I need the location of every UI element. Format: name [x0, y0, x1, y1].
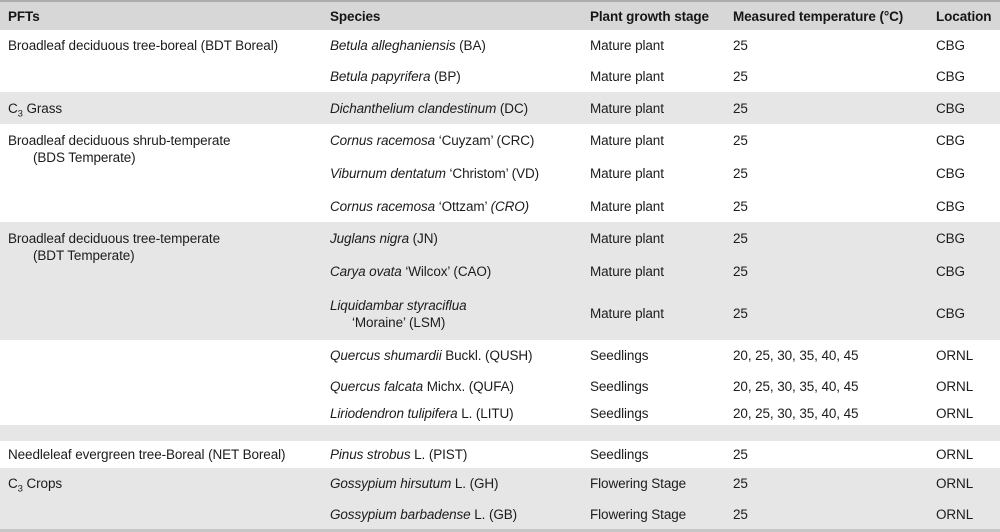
temperature-cell: 25	[733, 166, 748, 181]
species-cell: Carya ovata ‘Wilcox’ (CAO)	[330, 263, 492, 279]
temperature-cell: 20, 25, 30, 35, 40, 45	[733, 348, 859, 363]
table-row-jn: Broadleaf deciduous tree-temperate (BDT T…	[0, 222, 1000, 263]
table-row-litu: Liriodendron tulipifera L. (LITU) Seedli…	[0, 402, 1000, 425]
table-header-row: PFTs Species Plant growth stage Measured…	[0, 2, 1000, 30]
table-row-vd: Viburnum dentatum ‘Christom’ (VD) Mature…	[0, 157, 1000, 190]
species-cell: Gossypium hirsutum L. (GH)	[330, 476, 499, 491]
table-row-lsm: Liquidambar styraciflua ‘Moraine’ (LSM) M…	[0, 287, 1000, 340]
location-cell: CBG	[936, 38, 965, 53]
stage-cell: Mature plant	[590, 306, 664, 321]
table-row-ba: Broadleaf deciduous tree-boreal (BDT Bor…	[0, 30, 1000, 61]
table-row-qufa: Quercus falcata Michx. (QUFA) Seedlings …	[0, 371, 1000, 402]
stage-cell: Flowering Stage	[590, 476, 687, 491]
temperature-cell: 25	[733, 506, 748, 522]
col-header-temperature: Measured temperature (°C)	[733, 8, 904, 24]
stage-cell: Mature plant	[590, 166, 664, 181]
table-row-cao: Carya ovata ‘Wilcox’ (CAO) Mature plant …	[0, 255, 1000, 287]
col-header-species: Species	[330, 8, 381, 24]
species-cell: Cornus racemosa ‘Cuyzam’ (CRC)	[330, 133, 535, 148]
temperature-cell: 25	[733, 133, 748, 148]
temperature-cell: 25	[733, 447, 748, 462]
stage-cell: Mature plant	[590, 231, 664, 246]
pft-cell: Broadleaf deciduous tree-boreal (BDT Bor…	[8, 38, 278, 53]
location-cell: CBG	[936, 231, 965, 246]
species-cell: Betula alleghaniensis (BA)	[330, 38, 486, 53]
col-header-pfts: PFTs	[8, 8, 40, 24]
temperature-cell: 25	[733, 100, 748, 116]
pft-cell: Needleleaf evergreen tree-Boreal (NET Bo…	[8, 447, 286, 462]
temperature-cell: 25	[733, 38, 748, 53]
stage-cell: Mature plant	[590, 133, 664, 148]
species-cell: Viburnum dentatum ‘Christom’ (VD)	[330, 166, 540, 181]
stage-cell: Mature plant	[590, 100, 664, 116]
temperature-cell: 25	[733, 306, 748, 321]
stage-cell: Mature plant	[590, 38, 664, 53]
species-cell: Betula papyrifera (BP)	[330, 69, 461, 84]
table-row-crc: Broadleaf deciduous shrub-temperate (BDS …	[0, 124, 1000, 165]
stage-cell: Seedlings	[590, 447, 649, 462]
species-cell: Quercus falcata Michx. (QUFA)	[330, 379, 514, 394]
location-cell: ORNL	[936, 447, 974, 462]
temperature-cell: 20, 25, 30, 35, 40, 45	[733, 379, 859, 394]
species-cell: Cornus racemosa ‘Ottzam’ (CRO)	[330, 198, 530, 214]
stage-cell: Mature plant	[590, 198, 664, 214]
location-cell: ORNL	[936, 379, 974, 394]
col-header-location: Location	[936, 8, 992, 24]
table-row-cro: Cornus racemosa ‘Ottzam’ (CRO) Mature pl…	[0, 190, 1000, 222]
temperature-cell: 25	[733, 69, 748, 84]
temperature-cell: 25	[733, 476, 748, 491]
stage-cell: Seedlings	[590, 348, 649, 363]
stage-cell: Seedlings	[590, 406, 649, 421]
species-cell: Juglans nigra (JN)	[330, 231, 438, 246]
temperature-cell: 25	[733, 231, 748, 246]
stage-cell: Flowering Stage	[590, 506, 687, 522]
location-cell: CBG	[936, 100, 965, 116]
table-row-gb: Gossypium barbadense L. (GB) Flowering S…	[0, 499, 1000, 529]
table-row-dc: C3 Grass Dichanthelium clandestinum (DC)…	[0, 92, 1000, 124]
location-cell: CBG	[936, 263, 965, 279]
table-row-qush: Quercus shumardii Buckl. (QUSH) Seedling…	[0, 340, 1000, 371]
location-cell: CBG	[936, 69, 965, 84]
location-cell: ORNL	[936, 476, 974, 491]
species-cell: Liquidambar styraciflua ‘Moraine’ (LSM)	[330, 297, 467, 330]
pft-cell: Broadleaf deciduous tree-temperate (BDT T…	[8, 231, 220, 263]
temperature-cell: 25	[733, 263, 748, 279]
species-cell: Quercus shumardii Buckl. (QUSH)	[330, 348, 533, 363]
stage-cell: Mature plant	[590, 263, 664, 279]
species-cell: Dichanthelium clandestinum (DC)	[330, 100, 528, 116]
temperature-cell: 20, 25, 30, 35, 40, 45	[733, 406, 859, 421]
table-row-pist: Needleleaf evergreen tree-Boreal (NET Bo…	[0, 441, 1000, 468]
stage-cell: Seedlings	[590, 379, 649, 394]
pft-cell: Broadleaf deciduous shrub-temperate (BDS …	[8, 133, 231, 165]
species-cell: Liriodendron tulipifera L. (LITU)	[330, 406, 514, 421]
species-cell: Gossypium barbadense L. (GB)	[330, 506, 518, 522]
table-row-bp: Betula papyrifera (BP) Mature plant 25 C…	[0, 61, 1000, 92]
pft-cell: C3 Crops	[8, 476, 63, 495]
location-cell: CBG	[936, 133, 965, 148]
spacer-row	[0, 425, 1000, 441]
stage-cell: Mature plant	[590, 69, 664, 84]
species-cell: Pinus strobus L. (PIST)	[330, 447, 468, 462]
location-cell: CBG	[936, 166, 965, 181]
location-cell: CBG	[936, 198, 965, 214]
location-cell: ORNL	[936, 406, 974, 421]
temperature-cell: 25	[733, 198, 748, 214]
location-cell: ORNL	[936, 348, 974, 363]
location-cell: ORNL	[936, 506, 974, 522]
col-header-growth-stage: Plant growth stage	[590, 8, 709, 24]
table-row-gh: C3 Crops Gossypium hirsutum L. (GH) Flow…	[0, 468, 1000, 499]
location-cell: CBG	[936, 306, 965, 321]
pft-cell: C3 Grass	[8, 100, 62, 120]
